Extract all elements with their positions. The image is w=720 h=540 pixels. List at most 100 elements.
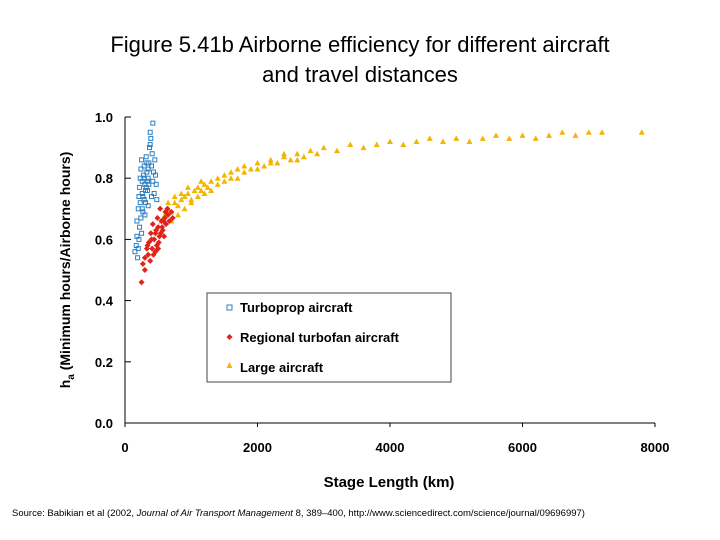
data-point-large xyxy=(360,144,367,151)
data-point-large xyxy=(194,193,201,200)
data-point-regional xyxy=(139,260,146,267)
data-point-large xyxy=(175,211,181,218)
source-prefix: Source: Babikian et al (2002, xyxy=(12,508,137,519)
data-point-large xyxy=(300,153,307,160)
data-point-large xyxy=(387,138,393,144)
y-tick-label: 0.8 xyxy=(95,171,113,186)
data-point-turboprop xyxy=(139,191,145,196)
data-point-turboprop xyxy=(140,194,146,200)
data-point-large xyxy=(201,190,208,196)
legend-label-turboprop: Turboprop aircraft xyxy=(240,300,353,315)
data-point-large xyxy=(254,159,261,166)
data-point-turboprop xyxy=(138,215,144,221)
data-point-large xyxy=(171,199,178,206)
y-tick-label: 0.0 xyxy=(95,416,113,431)
x-tick-label: 2000 xyxy=(243,440,272,455)
data-point-turboprop xyxy=(140,209,146,215)
data-point-large xyxy=(320,144,327,151)
data-point-large xyxy=(184,190,191,196)
data-point-turboprop xyxy=(135,255,141,261)
data-point-large xyxy=(546,132,552,138)
data-point-large xyxy=(254,166,261,172)
x-tick-label: 8000 xyxy=(641,440,670,455)
data-point-turboprop xyxy=(146,181,152,187)
legend-box xyxy=(206,292,452,383)
series-regional-turbofan-aircraft xyxy=(138,205,176,286)
data-point-large xyxy=(188,196,195,203)
data-point-regional xyxy=(155,239,162,246)
y-axis-label-rest: (Minimum hours/Airborne hours) xyxy=(57,152,73,374)
data-point-turboprop xyxy=(148,135,154,141)
data-point-large xyxy=(426,135,433,141)
data-point-large xyxy=(638,129,645,135)
data-point-turboprop xyxy=(132,249,138,255)
data-point-large xyxy=(314,150,321,157)
data-point-large xyxy=(198,178,205,184)
data-point-turboprop xyxy=(153,181,159,187)
data-point-large xyxy=(214,181,221,187)
data-point-large xyxy=(181,205,188,212)
x-tick-label: 6000 xyxy=(508,440,537,455)
data-point-regional xyxy=(147,230,154,237)
data-point-regional xyxy=(141,267,148,273)
data-point-turboprop xyxy=(150,178,156,184)
data-point-large xyxy=(198,187,205,193)
data-point-large xyxy=(334,147,340,154)
data-point-turboprop xyxy=(151,191,157,196)
data-point-large xyxy=(165,199,172,206)
data-point-large xyxy=(178,196,185,203)
y-tick-label: 0.6 xyxy=(95,232,113,247)
data-point-regional xyxy=(157,205,164,212)
data-point-regional xyxy=(160,218,167,225)
data-point-turboprop xyxy=(141,172,147,178)
data-point-regional xyxy=(164,205,171,212)
x-axis-label: Stage Length (km) xyxy=(324,474,455,491)
data-point-regional xyxy=(159,224,166,231)
data-point-large xyxy=(181,193,188,200)
data-point-large xyxy=(241,162,248,169)
data-point-regional xyxy=(157,230,164,237)
data-point-large xyxy=(440,138,446,144)
data-point-regional xyxy=(151,236,158,243)
data-point-turboprop xyxy=(149,194,154,200)
data-point-turboprop xyxy=(147,145,153,151)
data-point-regional xyxy=(144,242,151,249)
legend-label-regional: Regional turbofan aircraft xyxy=(240,330,400,345)
data-point-turboprop xyxy=(141,175,147,181)
data-point-turboprop xyxy=(134,218,140,224)
data-point-large xyxy=(267,156,274,163)
data-point-large xyxy=(287,156,294,163)
data-point-large xyxy=(228,175,234,181)
legend-marker-regional xyxy=(226,334,233,340)
data-point-large xyxy=(493,132,499,138)
data-point-large xyxy=(228,169,234,175)
data-point-large xyxy=(221,172,228,178)
data-point-regional xyxy=(138,279,145,286)
data-point-regional xyxy=(153,227,160,234)
data-point-turboprop xyxy=(144,169,150,175)
series-layer xyxy=(132,120,645,286)
axes-layer: 0.0 0.2 0.4 0.6 0.8 1.0 0 2000 4000 6000 8000 xyxy=(95,110,670,455)
data-point-large xyxy=(188,199,195,206)
data-point-turboprop xyxy=(154,197,160,203)
source-suffix: 8, 389–400, http://www.sciencedirect.com… xyxy=(292,508,585,519)
data-point-regional xyxy=(161,233,168,240)
data-point-turboprop xyxy=(143,184,149,190)
data-point-large xyxy=(171,193,178,200)
y-tick-label: 0.4 xyxy=(95,294,114,309)
data-point-large xyxy=(466,138,473,144)
source-citation: Source: Babikian et al (2002, Journal of… xyxy=(12,508,712,519)
data-point-large xyxy=(281,153,287,160)
data-point-large xyxy=(307,147,314,154)
data-point-turboprop xyxy=(147,129,153,135)
data-point-turboprop xyxy=(137,184,143,190)
data-point-regional xyxy=(147,257,154,264)
data-point-large xyxy=(241,169,248,175)
data-point-turboprop xyxy=(149,151,155,157)
x-tick-label: 0 xyxy=(121,440,128,455)
data-point-turboprop xyxy=(145,203,151,209)
data-point-regional xyxy=(169,214,176,221)
data-point-turboprop xyxy=(138,166,144,172)
data-point-turboprop xyxy=(143,187,149,193)
data-point-large xyxy=(184,184,191,190)
